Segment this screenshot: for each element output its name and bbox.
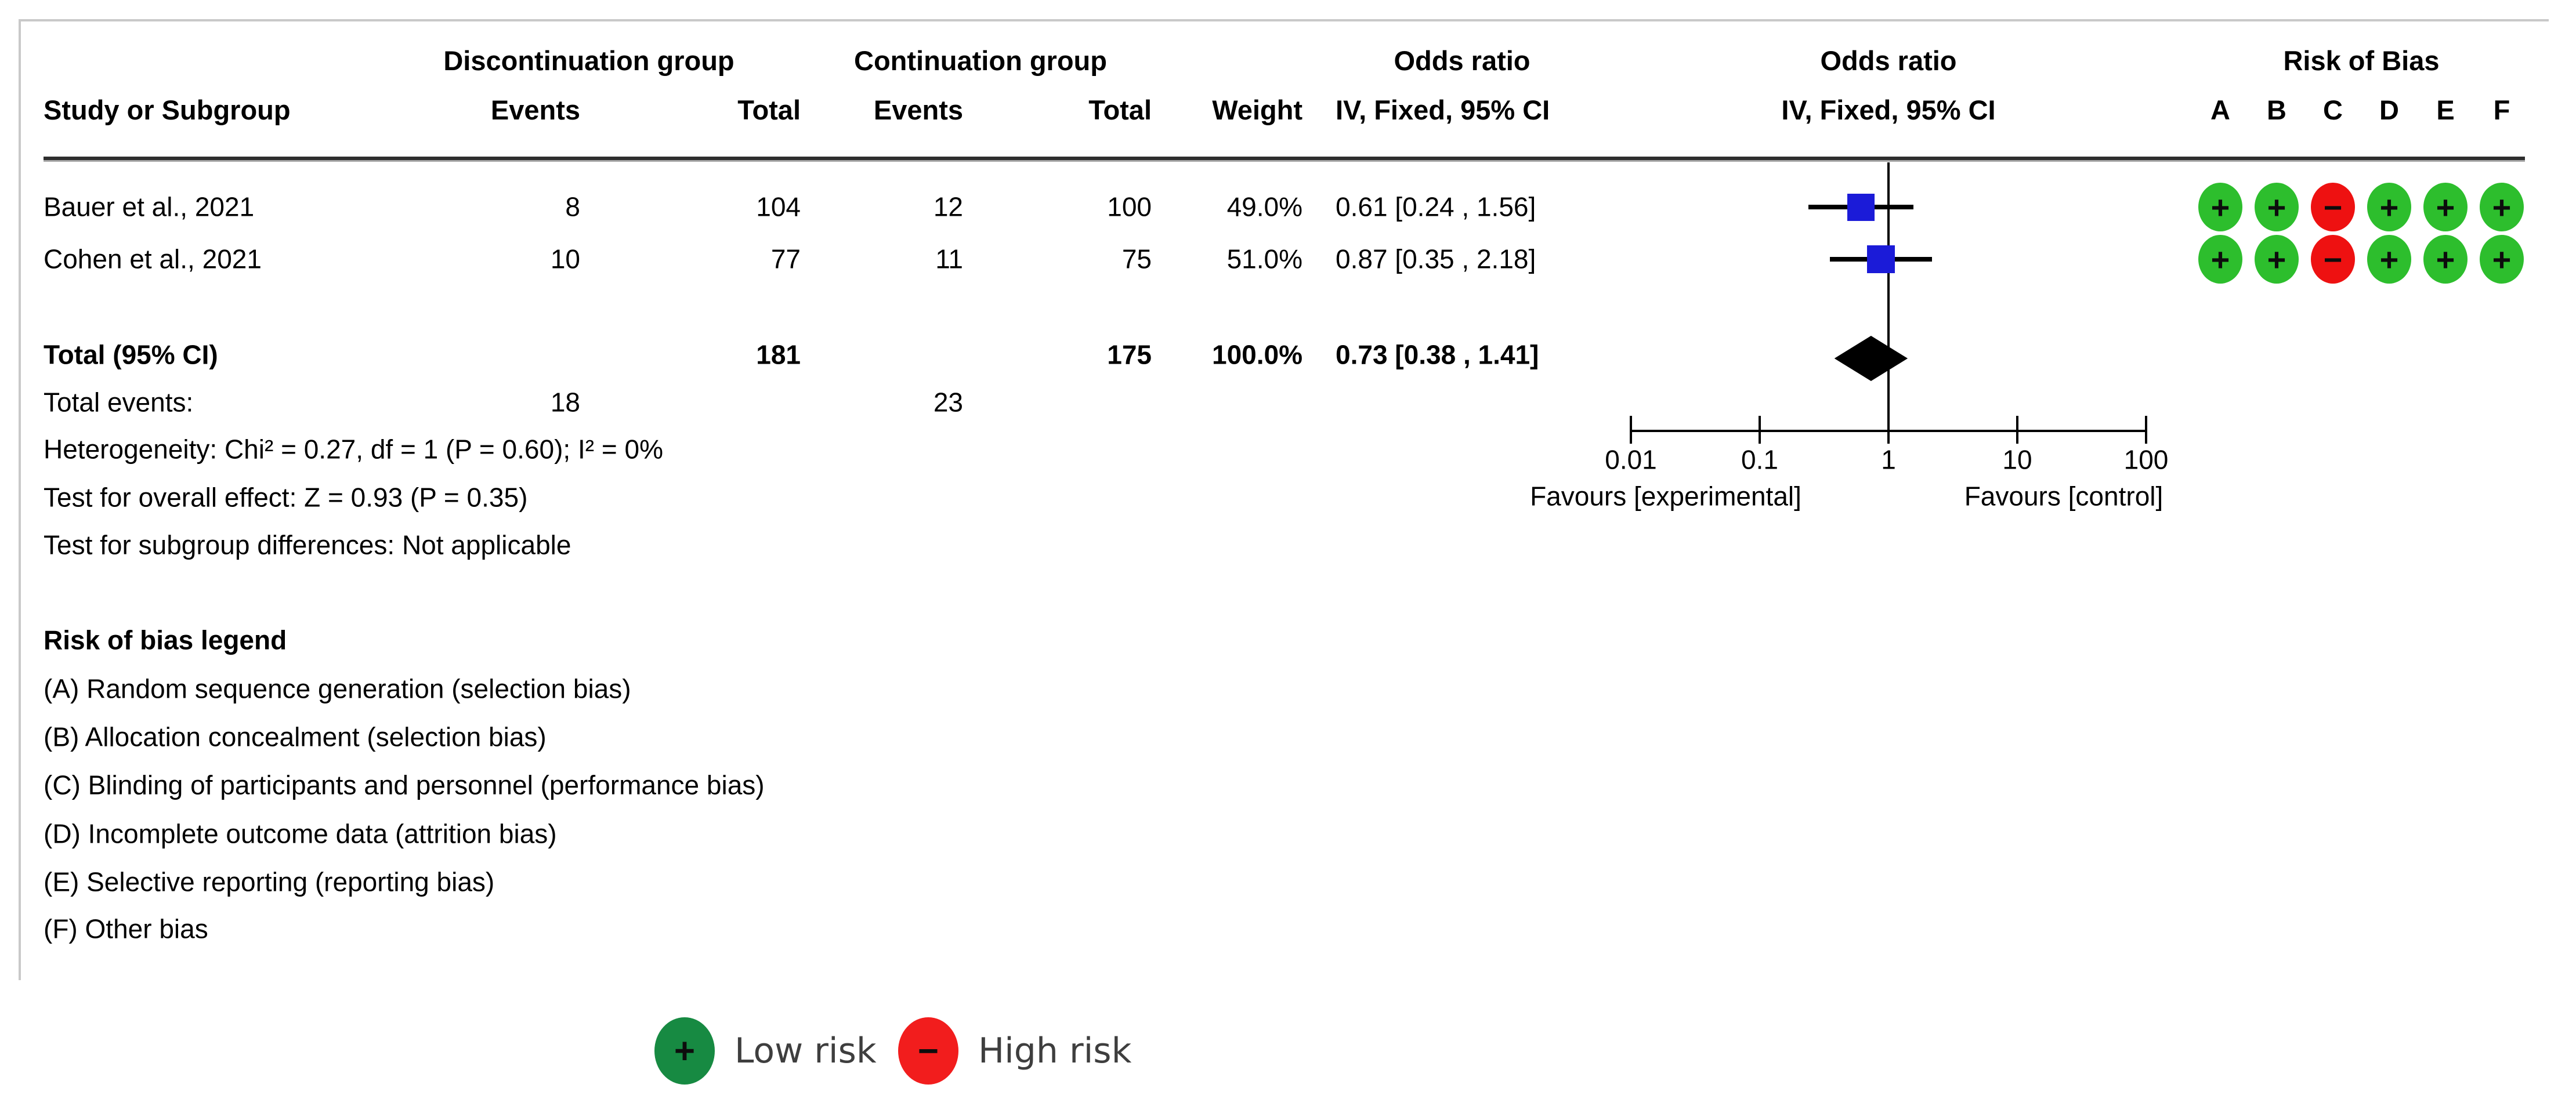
axis-tick-label: 100 xyxy=(2123,444,2169,475)
header-rob-col-c: C xyxy=(2323,95,2343,126)
study-or-ci: 0.87 [0.35 , 2.18] xyxy=(1336,244,1536,274)
rob-legend-item-c: (C) Blinding of participants and personn… xyxy=(44,770,765,800)
axis-tick-mark xyxy=(1887,416,1890,444)
header-risk-of-bias: Risk of Bias xyxy=(2283,45,2440,77)
axis-tick-label: 0.1 xyxy=(1741,444,1778,475)
header-weight: Weight xyxy=(1212,95,1303,126)
header-iv-fixed-ci-text: IV, Fixed, 95% CI xyxy=(1336,95,1550,126)
total-effect-diamond xyxy=(1834,336,1908,381)
study-events-ctrl: 12 xyxy=(933,191,963,222)
figure-frame-top-border xyxy=(19,19,2549,21)
header-iv-fixed-ci-plot: IV, Fixed, 95% CI xyxy=(1781,95,1996,126)
rob-legend-item-b: (B) Allocation concealment (selection bi… xyxy=(44,721,547,752)
study-total-exp: 77 xyxy=(770,244,801,274)
header-total-continuation: Total xyxy=(1088,95,1152,126)
header-study-or-subgroup: Study or Subgroup xyxy=(44,95,291,126)
high-risk-icon: − xyxy=(2311,235,2355,284)
total-ctrl-n: 175 xyxy=(1107,339,1152,370)
study-events-exp: 8 xyxy=(565,191,580,222)
total-events-label: Total events: xyxy=(44,387,194,418)
heterogeneity-stat: Heterogeneity: Chi² = 0.27, df = 1 (P = … xyxy=(44,434,663,465)
total-events-ctrl: 23 xyxy=(933,387,963,418)
rob-legend-item-f: (F) Other bias xyxy=(44,913,208,944)
header-group-discontinuation: Discontinuation group xyxy=(443,45,735,77)
rob-legend-item-d: (D) Incomplete outcome data (attrition b… xyxy=(44,818,557,849)
low-risk-icon: + xyxy=(2255,235,2299,284)
low-risk-icon: + xyxy=(2480,183,2524,231)
axis-tick-label: 1 xyxy=(1881,444,1896,475)
total-label: Total (95% CI) xyxy=(44,339,218,370)
high-risk-icon: − xyxy=(898,1017,958,1085)
total-weight: 100.0% xyxy=(1211,339,1303,370)
low-risk-icon: + xyxy=(2198,183,2242,231)
low-risk-icon: + xyxy=(2198,235,2242,284)
header-odds-ratio-text: Odds ratio xyxy=(1394,45,1531,77)
axis-label-favours-control: Favours [control] xyxy=(1964,481,2163,512)
figure-frame-left-border xyxy=(19,19,21,980)
null-effect-line xyxy=(1887,162,1890,431)
axis-tick-label: 0.01 xyxy=(1605,444,1657,475)
axis-tick-mark xyxy=(1630,416,1632,444)
low-risk-icon: + xyxy=(2367,235,2411,284)
subgroup-differences-stat: Test for subgroup differences: Not appli… xyxy=(44,530,571,560)
study-total-ctrl: 75 xyxy=(1121,244,1152,274)
header-group-continuation: Continuation group xyxy=(854,45,1107,77)
high-risk-label: High risk xyxy=(978,1031,1132,1071)
header-events-discontinuation: Events xyxy=(490,95,580,126)
study-weight: 51.0% xyxy=(1227,244,1303,274)
high-risk-minus-glyph: − xyxy=(917,1031,939,1071)
header-rob-col-e: E xyxy=(2436,95,2455,126)
rob-legend-title: Risk of bias legend xyxy=(44,625,287,655)
low-risk-icon: + xyxy=(2480,235,2524,284)
study-or-ci: 0.61 [0.24 , 1.56] xyxy=(1336,191,1536,222)
axis-label-favours-experimental: Favours [experimental] xyxy=(1530,481,1801,512)
study-events-exp: 10 xyxy=(550,244,580,274)
header-odds-ratio-plot: Odds ratio xyxy=(1820,45,1957,77)
study-total-ctrl: 100 xyxy=(1107,191,1152,222)
study-name: Bauer et al., 2021 xyxy=(44,191,255,222)
low-risk-label: Low risk xyxy=(735,1031,877,1071)
axis-tick-mark xyxy=(2016,416,2018,444)
low-risk-icon: + xyxy=(2367,183,2411,231)
overall-effect-stat: Test for overall effect: Z = 0.93 (P = 0… xyxy=(44,482,528,513)
study-weight: 49.0% xyxy=(1227,191,1303,222)
low-risk-plus-glyph: + xyxy=(674,1031,696,1071)
effect-size-square xyxy=(1866,245,1895,273)
study-total-exp: 104 xyxy=(756,191,801,222)
total-events-exp: 18 xyxy=(550,387,580,418)
low-risk-icon: + xyxy=(2423,183,2468,231)
study-name: Cohen et al., 2021 xyxy=(44,244,262,274)
header-events-continuation: Events xyxy=(873,95,963,126)
total-exp-n: 181 xyxy=(756,339,801,370)
low-risk-icon: + xyxy=(2423,235,2468,284)
axis-tick-label: 10 xyxy=(2002,444,2032,475)
study-events-ctrl: 11 xyxy=(935,244,963,274)
rob-legend-item-e: (E) Selective reporting (reporting bias) xyxy=(44,866,495,897)
total-or-ci: 0.73 [0.38 , 1.41] xyxy=(1336,339,1539,370)
header-rob-col-f: F xyxy=(2493,95,2510,126)
axis-tick-mark xyxy=(2145,416,2147,444)
axis-tick-mark xyxy=(1759,416,1761,444)
header-total-discontinuation: Total xyxy=(737,95,801,126)
high-risk-icon: − xyxy=(2311,183,2355,231)
header-rob-col-b: B xyxy=(2267,95,2286,126)
low-risk-icon: + xyxy=(2255,183,2299,231)
header-rob-col-a: A xyxy=(2210,95,2230,126)
header-divider-line xyxy=(44,157,2525,162)
effect-size-square xyxy=(1847,193,1875,221)
header-rob-col-d: D xyxy=(2379,95,2399,126)
rob-legend-item-a: (A) Random sequence generation (selectio… xyxy=(44,673,631,704)
low-risk-icon: + xyxy=(654,1017,715,1085)
